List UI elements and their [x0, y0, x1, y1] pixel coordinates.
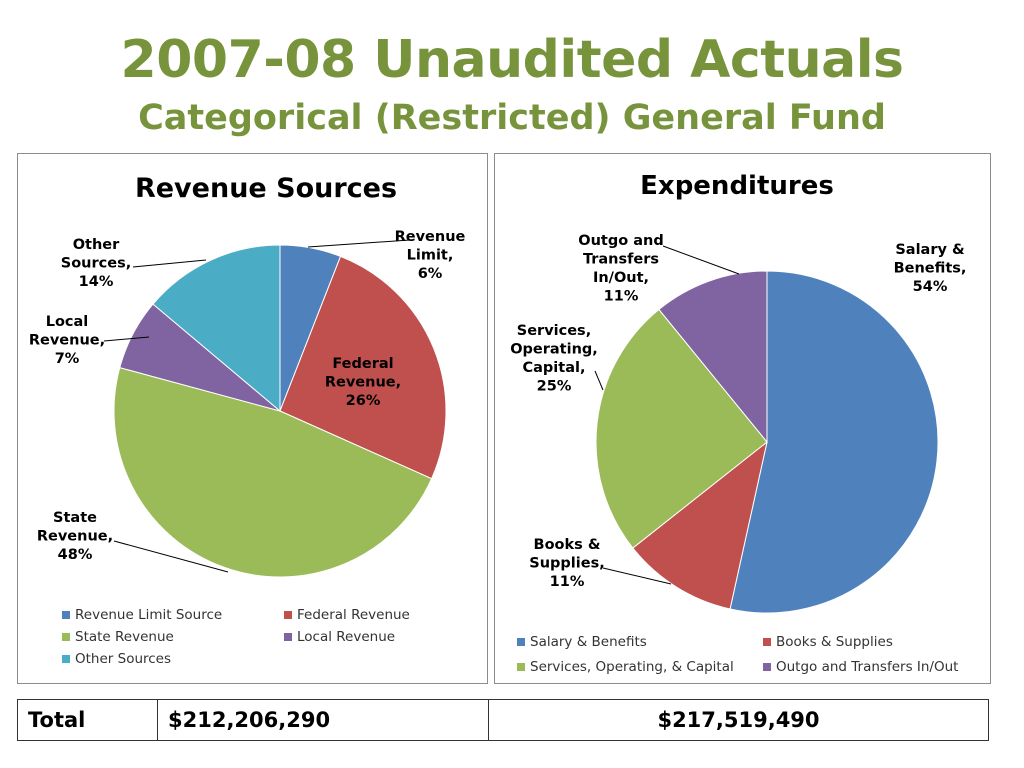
- expenditures-data-label-services-operating-and-capital: Services, Operating, Capital, 25%: [510, 323, 598, 395]
- revenue-sources-legend-swatch-federal-revenue: [284, 611, 292, 619]
- revenue-sources-legend-label-federal-revenue: Federal Revenue: [297, 607, 410, 623]
- expenditures-leader-line-books-and-supplies: [602, 567, 672, 585]
- expenditures-slice-salary-and-benefits: [729, 270, 939, 614]
- revenue-sources-legend-swatch-revenue-limit-source: [62, 611, 70, 619]
- revenue-sources-slice-state-revenue: [113, 367, 433, 578]
- totals-label: Total: [17, 699, 158, 741]
- revenue-sources-data-label-state-revenue: State Revenue, 48%: [37, 510, 113, 563]
- revenue-sources-slice-other-sources: [152, 244, 281, 413]
- revenue-sources-data-label-local-revenue: Local Revenue, 7%: [29, 314, 105, 367]
- totals-row: Total $212,206,290 $217,519,490: [17, 699, 989, 741]
- expenditures-slice-outgo-and-transfers-in-out: [658, 270, 768, 444]
- expenditures-leader-line-outgo-and-transfers-in-out: [662, 245, 740, 275]
- revenue-sources-data-label-federal-revenue: Federal Revenue, 26%: [325, 356, 401, 409]
- revenue-chart-panel: Revenue Sources Revenue Limit, 6% Federal Rev…: [17, 153, 488, 684]
- expenditures-legend-swatch-salary-and-benefits: [517, 638, 525, 646]
- expenditures-slice-services-operating-and-capital: [595, 308, 768, 549]
- revenue-sources-slice-federal-revenue: [279, 255, 447, 480]
- expenditures-legend-label-salary-and-benefits: Salary & Benefits: [530, 634, 647, 650]
- expenditures-chart-title: Expenditures: [640, 171, 834, 201]
- expenditures-legend-label-books-and-supplies: Books & Supplies: [776, 634, 893, 650]
- expenditures-slice-books-and-supplies: [632, 440, 768, 610]
- expenditures-legend-swatch-outgo-and-transfers-in-out: [763, 663, 771, 671]
- revenue-sources-legend-swatch-local-revenue: [284, 633, 292, 641]
- revenue-sources-leader-line-revenue-limit-source: [307, 239, 411, 248]
- revenue-sources-legend-label-revenue-limit-source: Revenue Limit Source: [75, 607, 222, 623]
- expenditures-data-label-outgo-and-transfers-in-out: Outgo and Transfers In/Out, 11%: [578, 233, 663, 305]
- expenditures-data-label-books-and-supplies: Books & Supplies, 11%: [529, 537, 604, 590]
- page-subtitle: Categorical (Restricted) General Fund: [138, 98, 886, 138]
- revenue-sources-chart-title: Revenue Sources: [135, 173, 397, 204]
- revenue-total: $212,206,290: [157, 699, 489, 741]
- expenditures-data-label-salary-and-benefits: Salary & Benefits, 54%: [894, 242, 967, 295]
- expenditures-chart-panel: Expenditures Salary & Benefits, 54% Books & S…: [494, 153, 991, 684]
- revenue-sources-leader-line-local-revenue: [103, 336, 150, 342]
- expenditures-pie-chart: Expenditures Salary & Benefits, 54% Books & S…: [510, 171, 967, 675]
- expenditures-legend-label-services-operating-and-capital: Services, Operating, & Capital: [530, 659, 734, 675]
- expenditures-leader-line-services-operating-and-capital: [594, 370, 604, 391]
- revenue-sources-data-label-revenue-limit-source: Revenue Limit, 6%: [395, 229, 466, 282]
- page-title: 2007-08 Unaudited Actuals: [120, 30, 904, 90]
- revenue-sources-legend-label-local-revenue: Local Revenue: [297, 629, 395, 645]
- revenue-sources-data-label-other-sources: Other Sources, 14%: [61, 237, 131, 290]
- expenditures-legend-label-outgo-and-transfers-in-out: Outgo and Transfers In/Out: [776, 659, 958, 675]
- revenue-sources-leader-line-other-sources: [132, 259, 207, 268]
- revenue-sources-legend-swatch-state-revenue: [62, 633, 70, 641]
- revenue-sources-leader-line-state-revenue: [113, 540, 229, 573]
- revenue-pie-chart: Revenue Sources Revenue Limit, 6% Federal Rev…: [29, 173, 466, 667]
- revenue-sources-legend-label-other-sources: Other Sources: [75, 651, 171, 667]
- revenue-sources-legend-label-state-revenue: State Revenue: [75, 629, 174, 645]
- revenue-sources-legend-swatch-other-sources: [62, 655, 70, 663]
- expenditures-legend-swatch-services-operating-and-capital: [517, 663, 525, 671]
- expenditures-legend-swatch-books-and-supplies: [763, 638, 771, 646]
- expenditures-total: $217,519,490: [488, 699, 989, 741]
- totals-table: Total $212,206,290 $217,519,490: [17, 699, 989, 741]
